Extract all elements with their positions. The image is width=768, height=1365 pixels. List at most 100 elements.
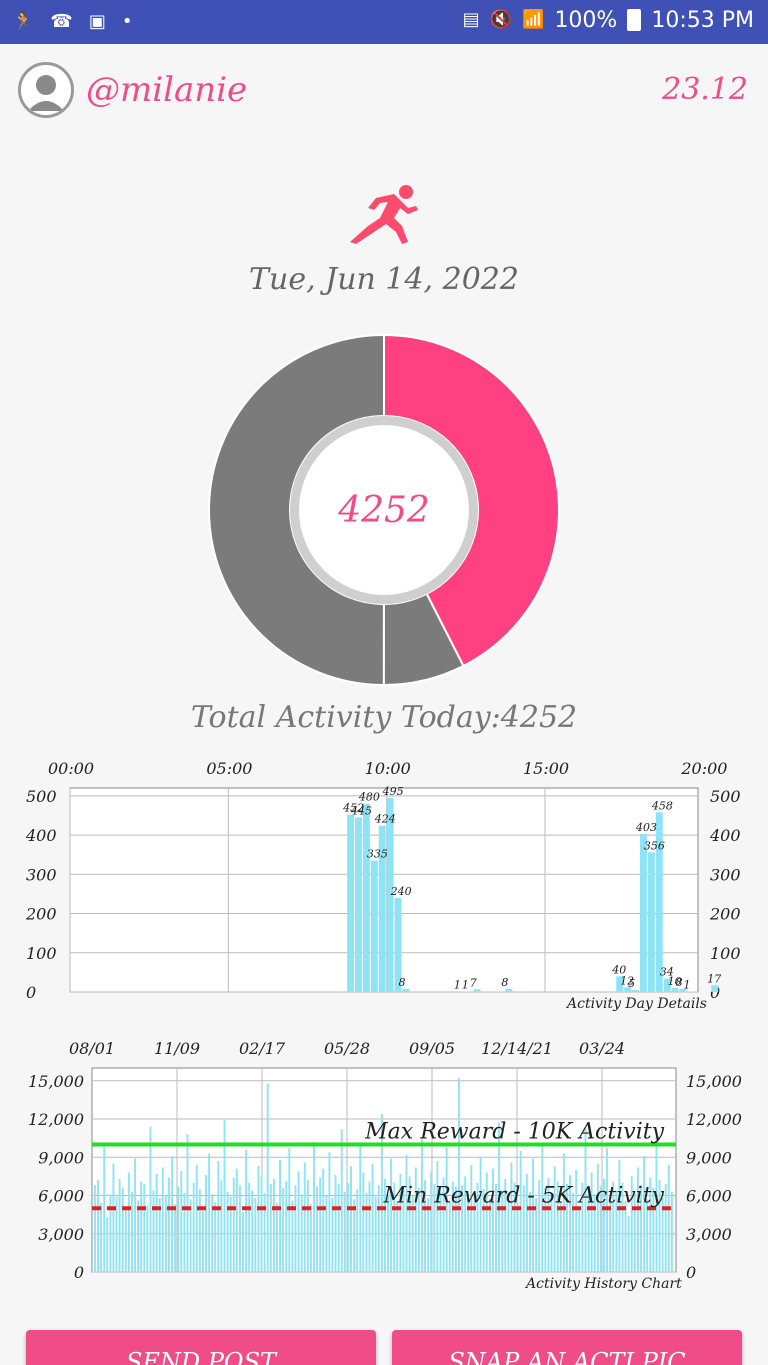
history-bar [322,1168,325,1272]
history-bar [547,1177,550,1272]
history-bar [575,1170,578,1272]
total-activity-label: Total Activity Today:4252 [190,700,578,735]
activity-monitor-icon: ▣ [88,11,106,32]
history-bar [319,1177,322,1272]
day-x-tick: 20:00 [680,759,727,778]
history-bar [618,1159,621,1272]
history-bar [143,1184,146,1272]
history-bar [630,1176,633,1272]
send-post-button[interactable]: SEND POST [26,1330,376,1365]
history-bar [596,1163,599,1272]
history-bar [599,1186,602,1272]
history-bar [507,1194,510,1272]
history-bar [402,1190,405,1272]
day-y-tick-left: 300 [26,865,57,884]
history-bar [451,1181,454,1272]
person-avatar-icon[interactable] [18,62,74,118]
day-x-tick: 10:00 [365,759,411,778]
recycle-icon: ▤ [462,9,480,30]
day-bar [355,817,362,992]
day-data-label: 495 [382,785,404,798]
history-bar [529,1191,531,1272]
history-bar [374,1196,377,1272]
history-bar [198,1189,201,1272]
wifi-icon: 📶 [522,9,545,30]
status-bar: 🏃 ☎ ▣ • ▤ 🔇 📶 100% 10:53 PM [0,0,768,44]
day-bar [663,978,671,992]
day-data-label: 40 [611,963,626,976]
history-bar [127,1172,130,1272]
history-bar [211,1194,214,1272]
history-bar [269,1184,272,1272]
history-chart-svg: 0 0 3,000 3,000 6,000 6,000 9,000 9,000 12,000 12… [28,1039,742,1292]
history-y-tick-left: 15,000 [28,1072,84,1091]
history-bar [183,1192,186,1272]
history-bar [365,1192,368,1272]
history-bar [525,1173,528,1272]
day-bar [679,988,687,992]
history-bar [612,1181,615,1272]
day-data-label: 403 [635,821,657,834]
history-bar [248,1182,251,1272]
history-bar [118,1178,121,1272]
history-bar [652,1187,655,1272]
history-bar [461,1185,464,1272]
history-bar [439,1191,442,1272]
history-bar [442,1177,445,1272]
day-bar [616,976,624,992]
day-bar [362,803,370,992]
history-bar [313,1141,315,1272]
history-bar [566,1184,568,1272]
history-bar [124,1209,127,1272]
battery-icon [627,9,642,31]
day-y-tick-right: 100 [710,944,741,963]
max-reward-label: Max Reward - 10K Activity [364,1120,664,1145]
history-bar [584,1127,587,1272]
day-data-label: 34 [660,966,674,979]
history-x-tick: 09/05 [409,1039,455,1058]
day-data-label: 424 [374,813,396,826]
day-bar [655,812,663,992]
history-bar [482,1189,485,1272]
history-bar [232,1177,235,1272]
history-bar [316,1186,319,1272]
day-bar [386,797,394,992]
history-bar [556,1181,559,1272]
snap-pic-button[interactable]: SNAP AN ACTI PIC [392,1330,742,1365]
history-bar [149,1126,152,1272]
history-bar [458,1078,460,1272]
day-data-label: 8 [676,976,683,989]
history-bar [291,1200,294,1272]
history-bar [408,1176,411,1272]
runner-app-icon: 🏃 [12,11,35,32]
history-bar [590,1172,593,1272]
history-y-tick-right: 12,000 [686,1110,742,1129]
history-bar [454,1186,457,1272]
history-bar [340,1129,343,1272]
history-bar [445,1147,448,1272]
history-bar [562,1153,565,1272]
history-bar [217,1161,220,1272]
history-y-tick-right: 3,000 [686,1225,732,1244]
history-bar [208,1153,211,1272]
history-bar [257,1166,260,1272]
history-bar [485,1172,488,1272]
history-bar [272,1178,275,1272]
history-bar [387,1194,389,1272]
history-bar [593,1194,596,1272]
history-bar [636,1167,639,1272]
history-bar [229,1196,232,1272]
history-bar [266,1083,269,1272]
history-bar [550,1195,553,1272]
day-bar [473,989,481,992]
history-bar [294,1185,297,1272]
history-y-tick-left: 3,000 [38,1225,84,1244]
day-data-label: 17 [707,972,721,985]
history-y-tick-right: 6,000 [686,1187,732,1206]
history-bar [279,1159,281,1272]
dot-icon: • [121,11,133,32]
history-bar [377,1185,380,1272]
history-bar [201,1210,204,1272]
history-bar [535,1198,538,1272]
history-bar [649,1177,652,1272]
